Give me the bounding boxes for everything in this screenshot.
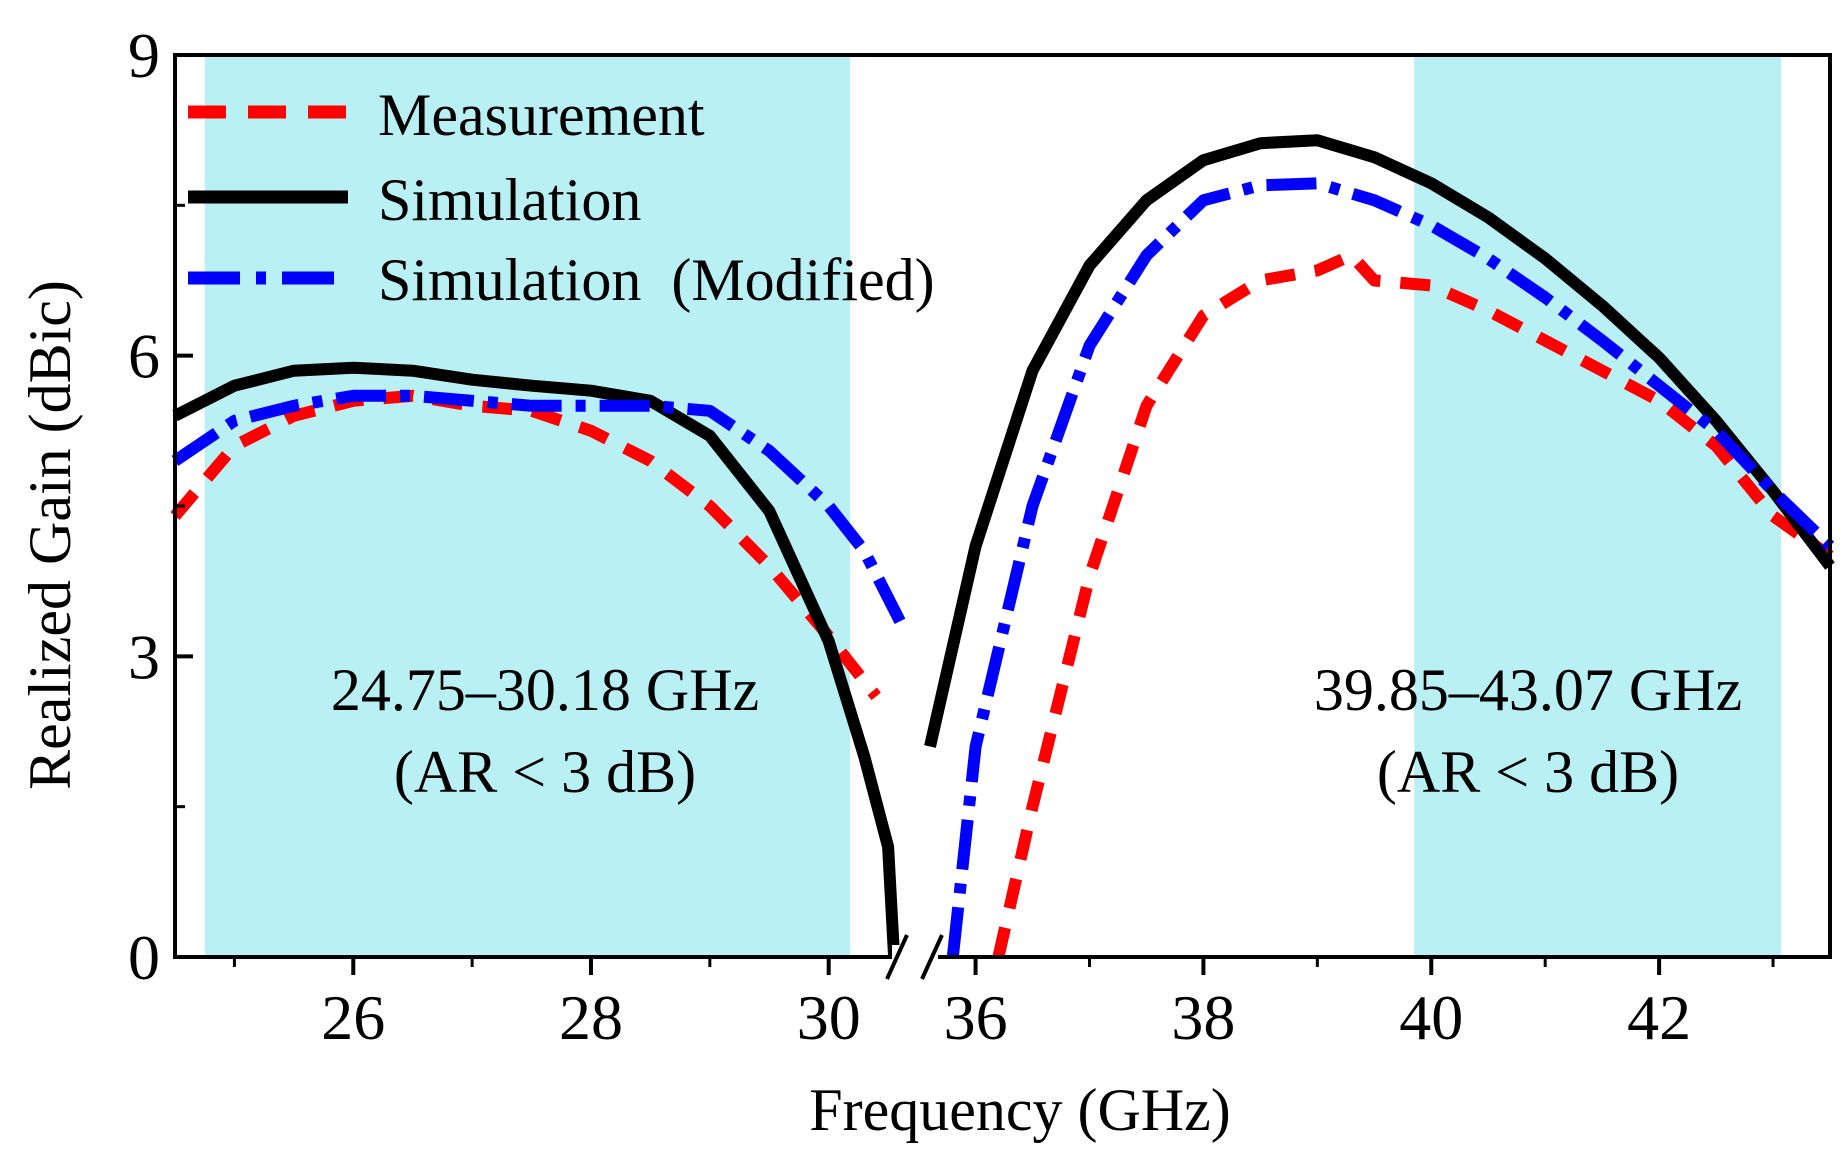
series-line-measurement-right <box>992 249 1834 959</box>
x-tick-label: 26 <box>321 982 385 1053</box>
y-tick-label: 0 <box>128 922 160 993</box>
x-tick-label: 30 <box>797 982 861 1053</box>
axis-break-mark-right <box>920 934 944 980</box>
x-axis-title: Frequency (GHz) <box>809 1077 1231 1143</box>
x-tick-label: 40 <box>1399 982 1463 1053</box>
band-label-left-line2: (AR < 3 dB) <box>394 739 696 805</box>
x-tick-label: 38 <box>1171 982 1235 1053</box>
series-line-simulation-right <box>924 134 1835 748</box>
x-tick-label: 42 <box>1627 982 1691 1053</box>
y-axis-title: Realized Gain (dBic) <box>17 280 83 790</box>
legend: Measurement Simulation Simulation (Modif… <box>188 82 935 313</box>
axis-break-mark-left <box>885 934 909 980</box>
series-line-measurement-left <box>170 389 881 701</box>
legend-label-measurement: Measurement <box>378 82 705 148</box>
y-tick-label: 6 <box>128 321 160 392</box>
band-label-right-line2: (AR < 3 dB) <box>1377 739 1679 805</box>
y-tick-label: 9 <box>128 20 160 91</box>
legend-label-simulation: Simulation <box>378 167 641 233</box>
series-layer <box>170 134 1835 959</box>
x-tick-label: 36 <box>944 982 1008 1053</box>
series-line-simulation-left <box>172 361 901 958</box>
y-tick-label: 3 <box>128 621 160 692</box>
shaded-band-2 <box>1414 55 1782 957</box>
series-line-simulation-modified-left <box>171 389 906 625</box>
shaded-band-1 <box>204 55 851 957</box>
band-label-left-line1: 24.75–30.18 GHz <box>331 657 759 723</box>
band-label-right-line1: 39.85–43.07 GHz <box>1314 657 1742 723</box>
legend-label-simulation-modified: Simulation (Modified) <box>378 247 935 313</box>
x-tick-label: 28 <box>559 982 623 1053</box>
series-line-simulation-modified-right <box>946 177 1835 958</box>
